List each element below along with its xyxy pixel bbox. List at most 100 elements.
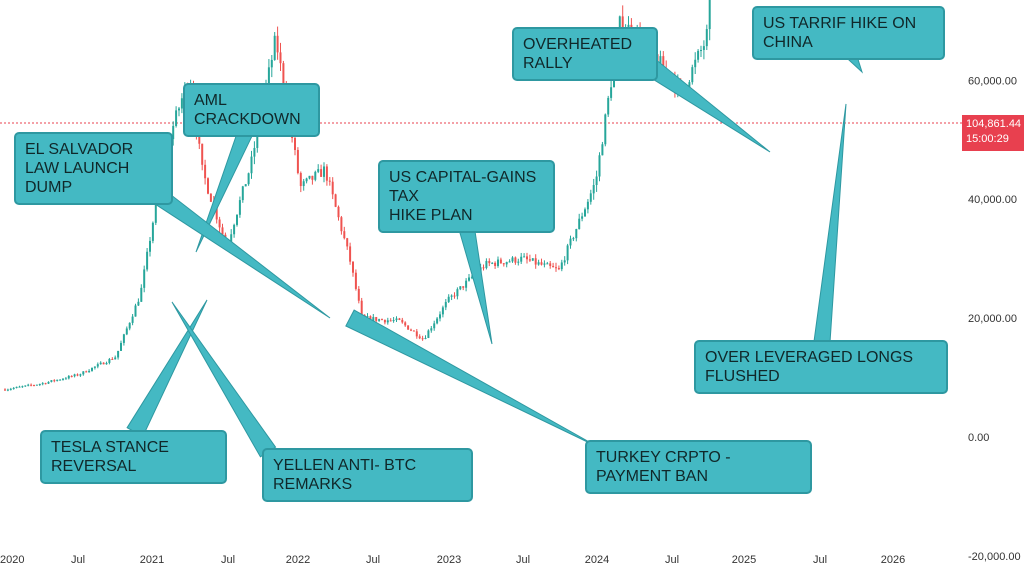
candle-body (238, 200, 241, 215)
candle-body (44, 383, 47, 385)
candle-body (70, 376, 73, 378)
y-tick-label: 40,000.00 (968, 194, 1017, 206)
candle-body (404, 322, 407, 326)
candle-body (325, 166, 328, 181)
candle-body (296, 149, 299, 174)
x-tick-label: Jul (665, 554, 679, 566)
candle-body (331, 181, 334, 195)
candle-body (209, 193, 212, 202)
candle-body (502, 263, 505, 265)
annotation-overheated-rally: OVERHEATED RALLY (512, 27, 658, 81)
candle-body (436, 318, 439, 324)
x-tick-label: 2022 (286, 554, 310, 566)
candle-body (412, 330, 415, 332)
candle-body (82, 371, 85, 375)
annotation-el-salvador: EL SALVADOR LAW LAUNCH DUMP (14, 132, 173, 205)
candle-body (421, 338, 424, 340)
candle-body (427, 330, 430, 338)
candle-body (105, 362, 108, 365)
annotation-yellen: YELLEN ANTI- BTC REMARKS (262, 448, 473, 502)
candle-body (88, 370, 91, 373)
annotation-over-leveraged: OVER LEVERAGED LONGS FLUSHED (694, 340, 948, 394)
candle-body (415, 331, 418, 337)
annotation-aml-crackdown: AML CRACKDOWN (183, 83, 320, 137)
candle-body (114, 357, 117, 360)
candle-body (592, 185, 595, 194)
last-price-value: 104,861.44 (966, 118, 1022, 130)
x-tick-label: Jul (813, 554, 827, 566)
candle-body (85, 371, 88, 373)
candle-body (282, 63, 285, 90)
y-tick-label: 60,000.00 (968, 75, 1017, 87)
candle-body (505, 262, 508, 265)
pointer-us-capital-gains (457, 222, 493, 345)
candle-body (488, 260, 491, 264)
candle-body (143, 269, 146, 288)
candle-body (21, 386, 24, 388)
candle-body (418, 336, 421, 339)
candle-body (531, 258, 534, 261)
candle-body (462, 286, 465, 288)
candle-body (67, 376, 70, 379)
candle-body (201, 143, 204, 165)
candle-body (122, 334, 125, 343)
candle-body (491, 262, 494, 264)
candle-body (450, 295, 453, 297)
candle-body (117, 350, 120, 358)
candle-body (354, 272, 357, 289)
candle-body (702, 46, 705, 50)
candle-body (389, 320, 392, 322)
x-tick-label: 2024 (585, 554, 609, 566)
candle-body (569, 238, 572, 246)
candle-body (659, 56, 662, 67)
candle-body (24, 385, 27, 387)
candle-body (494, 262, 497, 266)
candle-body (236, 214, 238, 225)
x-tick-label: 2023 (437, 554, 461, 566)
candle-body (337, 206, 340, 218)
candle-body (96, 364, 99, 367)
candle-body (366, 316, 369, 318)
x-tick-label: 2026 (881, 554, 905, 566)
candle-body (250, 156, 253, 174)
candle-body (575, 229, 578, 239)
candle-body (204, 164, 207, 179)
candle-body (99, 362, 102, 365)
candle-body (378, 319, 381, 321)
pointer-over-leveraged (813, 103, 847, 344)
candle-body (555, 267, 557, 269)
candle-body (468, 277, 470, 281)
candle-body (62, 378, 64, 380)
candle-body (456, 289, 459, 297)
candle-body (401, 319, 404, 323)
candle-body (557, 268, 560, 270)
candle-body (386, 320, 389, 323)
candle-body (111, 358, 114, 360)
candle-body (79, 374, 82, 376)
candle-body (459, 286, 462, 290)
candle-body (352, 261, 354, 273)
candle-body (311, 175, 314, 180)
candle-body (508, 261, 511, 263)
annotation-tesla-reversal: TESLA STANCE REVERSAL (40, 430, 227, 484)
candle-body (18, 386, 21, 388)
candle-body (578, 218, 581, 230)
candle-body (27, 384, 30, 386)
candle-body (172, 125, 175, 140)
candle-body (294, 137, 296, 150)
candle-body (447, 296, 450, 302)
candle-body (131, 316, 134, 323)
candle-body (517, 261, 520, 263)
x-tick-label: 2021 (140, 554, 164, 566)
candle-body (552, 265, 555, 268)
candle-body (514, 257, 517, 263)
candle-body (383, 319, 386, 323)
candle-body (485, 260, 488, 268)
candle-body (584, 209, 586, 217)
candle-body (430, 328, 433, 331)
candle-body (320, 169, 323, 177)
candle-body (53, 380, 56, 382)
candle-body (595, 176, 598, 186)
candle-body (601, 144, 604, 156)
candle-body (308, 175, 311, 179)
